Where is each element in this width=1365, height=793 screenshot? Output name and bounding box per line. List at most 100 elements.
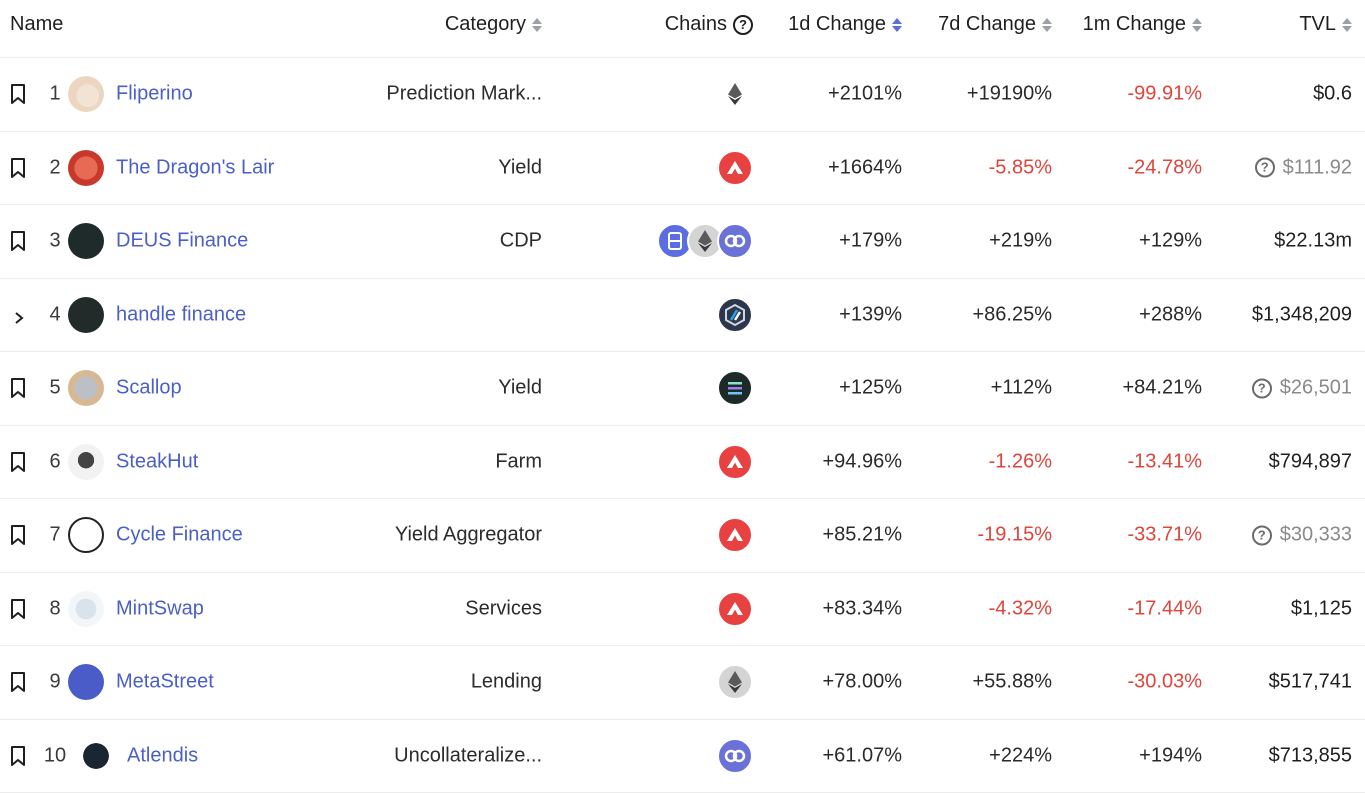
sort-icon <box>1192 17 1202 33</box>
change-d1: +94.96% <box>822 450 902 473</box>
change-d1: +85.21% <box>822 524 902 547</box>
change-d1: +1664% <box>828 156 902 179</box>
sort-icon <box>1342 17 1352 33</box>
column-header-1d-change[interactable]: 1d Change <box>788 10 902 38</box>
rank-number: 8 <box>40 597 70 620</box>
chain-icons <box>723 150 753 186</box>
bookmark-icon[interactable] <box>10 672 26 692</box>
tvl-value: ?$30,333 <box>1252 524 1352 547</box>
solana-icon[interactable] <box>717 370 753 406</box>
tvl-value: ? $26,501 <box>1252 377 1352 400</box>
chevron-right-icon[interactable] <box>12 308 26 322</box>
rank-number: 7 <box>40 524 70 547</box>
change-d1: +83.34% <box>822 597 902 620</box>
protocol-name-link[interactable]: DEUS Finance <box>116 230 248 253</box>
protocol-logo <box>68 664 104 700</box>
protocol-name-link[interactable]: The Dragon's Lair <box>116 156 274 179</box>
protocol-name-link[interactable]: Cycle Finance <box>116 524 243 547</box>
protocol-name-link[interactable]: MetaStreet <box>116 671 214 694</box>
change-d1: +61.07% <box>822 744 902 767</box>
protocol-name-link[interactable]: Atlendis <box>127 744 198 767</box>
column-header-name-label: Name <box>10 13 63 35</box>
avalanche-icon[interactable] <box>717 591 753 627</box>
chain-icons <box>723 517 753 553</box>
change-d7: +86.25% <box>972 303 1052 326</box>
protocol-name-link[interactable]: Fliperino <box>116 83 193 106</box>
bookmark-icon[interactable] <box>10 746 26 766</box>
tvl-value: $517,741 <box>1269 671 1352 694</box>
column-header-name[interactable]: Name <box>10 10 63 38</box>
protocol-logo <box>68 517 104 553</box>
change-m1: -99.91% <box>1128 83 1203 106</box>
rank-number: 9 <box>40 671 70 694</box>
change-d7: +224% <box>989 744 1052 767</box>
change-m1: -24.78% <box>1128 156 1203 179</box>
bookmark-icon[interactable] <box>10 599 26 619</box>
question-circle-icon[interactable]: ? <box>1252 525 1272 545</box>
column-header-tvl[interactable]: TVL <box>1299 10 1352 38</box>
tvl-amount: $1,348,209 <box>1252 303 1352 326</box>
bookmark-icon[interactable] <box>10 525 26 545</box>
sort-icon <box>892 17 902 33</box>
question-circle-icon[interactable]: ? <box>733 15 753 35</box>
tvl-amount: $111.92 <box>1283 156 1352 179</box>
polygon-icon[interactable] <box>717 223 753 259</box>
change-m1: -17.44% <box>1128 597 1203 620</box>
column-header-7d-change[interactable]: 7d Change <box>938 10 1052 38</box>
protocol-logo <box>68 297 104 333</box>
question-circle-icon[interactable]: ? <box>1252 378 1272 398</box>
avalanche-icon[interactable] <box>717 150 753 186</box>
rank-number: 2 <box>40 156 70 179</box>
bookmark-icon[interactable] <box>10 452 26 472</box>
column-header-1m-change-label: 1m Change <box>1083 13 1186 35</box>
tvl-value: $1,348,209 <box>1252 303 1352 326</box>
tvl-value: $1,125 <box>1291 597 1352 620</box>
chain-icons <box>723 738 753 774</box>
bookmark-icon[interactable] <box>10 378 26 398</box>
protocol-name-link[interactable]: MintSwap <box>116 597 204 620</box>
protocol-logo <box>68 444 104 480</box>
protocol-rankings-table: Name Category Chains? 1d Change 7d Chang… <box>0 0 1365 775</box>
tvl-amount: $517,741 <box>1269 671 1352 694</box>
change-d7: +112% <box>991 377 1052 400</box>
question-circle-icon[interactable]: ? <box>1255 158 1275 178</box>
protocol-logo <box>68 76 104 112</box>
protocol-name-link[interactable]: Scallop <box>116 377 182 400</box>
bookmark-icon[interactable] <box>10 84 26 104</box>
tvl-amount: $26,501 <box>1280 377 1352 400</box>
change-d1: +78.00% <box>822 671 902 694</box>
rank-number: 1 <box>40 83 70 106</box>
polygon-icon[interactable] <box>717 738 753 774</box>
sort-icon <box>532 17 542 33</box>
column-header-chains-label: Chains <box>665 13 727 35</box>
protocol-name-link[interactable]: handle finance <box>116 303 246 326</box>
ethereum-icon[interactable] <box>717 76 753 112</box>
rank-number: 4 <box>40 303 70 326</box>
column-header-7d-change-label: 7d Change <box>938 13 1036 35</box>
column-header-1m-change[interactable]: 1m Change <box>1083 10 1202 38</box>
avalanche-icon[interactable] <box>717 444 753 480</box>
change-d7: -1.26% <box>989 450 1052 473</box>
change-m1: +288% <box>1139 303 1202 326</box>
chain-icons <box>723 76 753 112</box>
arbitrum-icon[interactable] <box>717 297 753 333</box>
avalanche-icon[interactable] <box>717 517 753 553</box>
chain-icons <box>723 297 753 333</box>
change-m1: +129% <box>1139 230 1202 253</box>
bookmark-icon[interactable] <box>10 231 26 251</box>
bookmark-icon[interactable] <box>10 158 26 178</box>
change-d1: +179% <box>839 230 902 253</box>
tvl-value: $0.6 <box>1313 83 1352 106</box>
column-header-category[interactable]: Category <box>445 10 542 38</box>
sort-icon <box>1042 17 1052 33</box>
tvl-amount: $794,897 <box>1269 450 1352 473</box>
change-m1: -33.71% <box>1128 524 1203 547</box>
category-label: CDP <box>500 230 542 253</box>
protocol-logo <box>78 738 114 774</box>
protocol-name-link[interactable]: SteakHut <box>116 450 198 473</box>
ethereum-icon[interactable] <box>717 664 753 700</box>
